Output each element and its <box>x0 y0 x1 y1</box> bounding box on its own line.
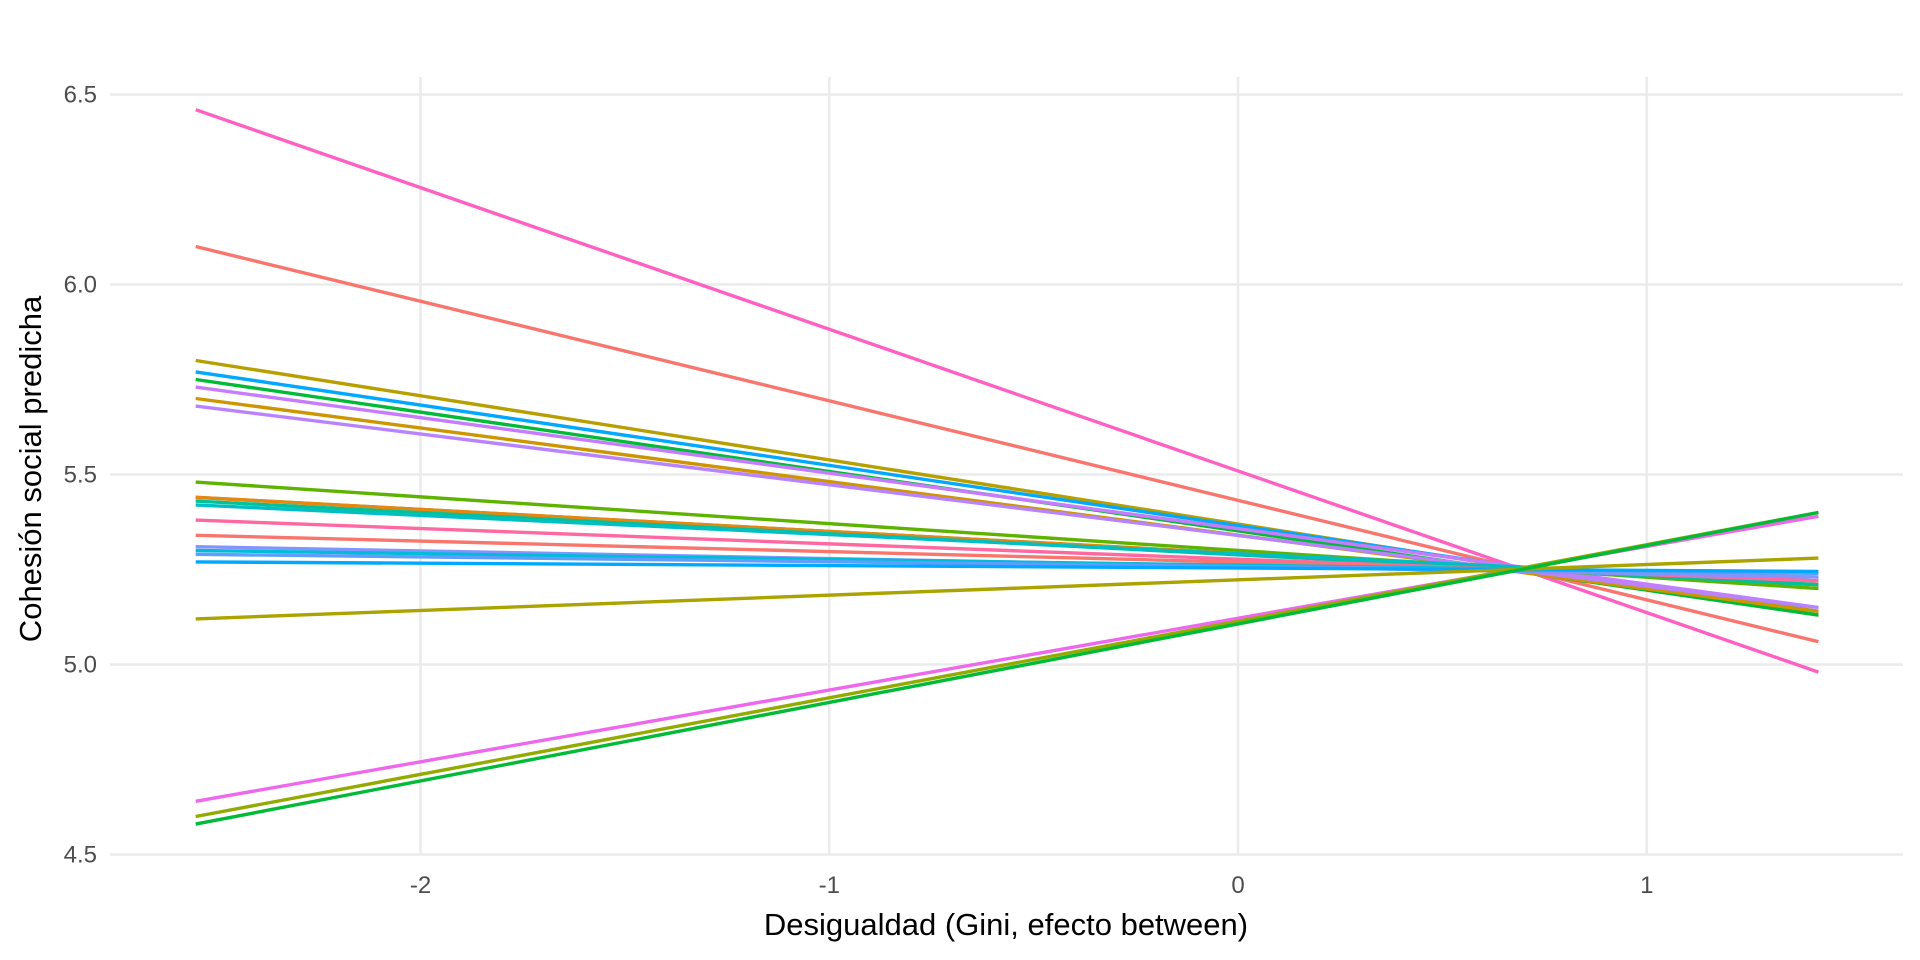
grid-layer <box>110 77 1903 856</box>
series-line-20 <box>195 556 1819 621</box>
series-line-8 <box>195 404 1819 610</box>
x-tick-labels: -2 -1 0 1 <box>410 872 1654 899</box>
x-tick-label: 1 <box>1640 872 1653 899</box>
y-tick-labels: 4.5 5.0 5.5 6.0 6.5 <box>64 82 97 869</box>
y-axis-title: Cohesión social predicha <box>13 295 48 642</box>
series-line-7 <box>195 396 1819 613</box>
y-tick-label: 5.5 <box>64 462 97 489</box>
series-line-1 <box>195 108 1819 674</box>
y-tick-label: 5.0 <box>64 652 97 679</box>
x-axis-title: Desigualdad (Gini, efecto between) <box>764 907 1248 942</box>
series-layer <box>195 108 1819 826</box>
series-line-2 <box>195 244 1819 644</box>
x-tick-label: -2 <box>410 872 431 899</box>
y-tick-label: 6.0 <box>64 272 97 299</box>
x-tick-label: -1 <box>819 872 840 899</box>
series-line-23 <box>195 510 1819 826</box>
y-tick-label: 4.5 <box>64 842 97 869</box>
x-tick-label: 0 <box>1231 872 1244 899</box>
y-tick-label: 6.5 <box>64 82 97 109</box>
